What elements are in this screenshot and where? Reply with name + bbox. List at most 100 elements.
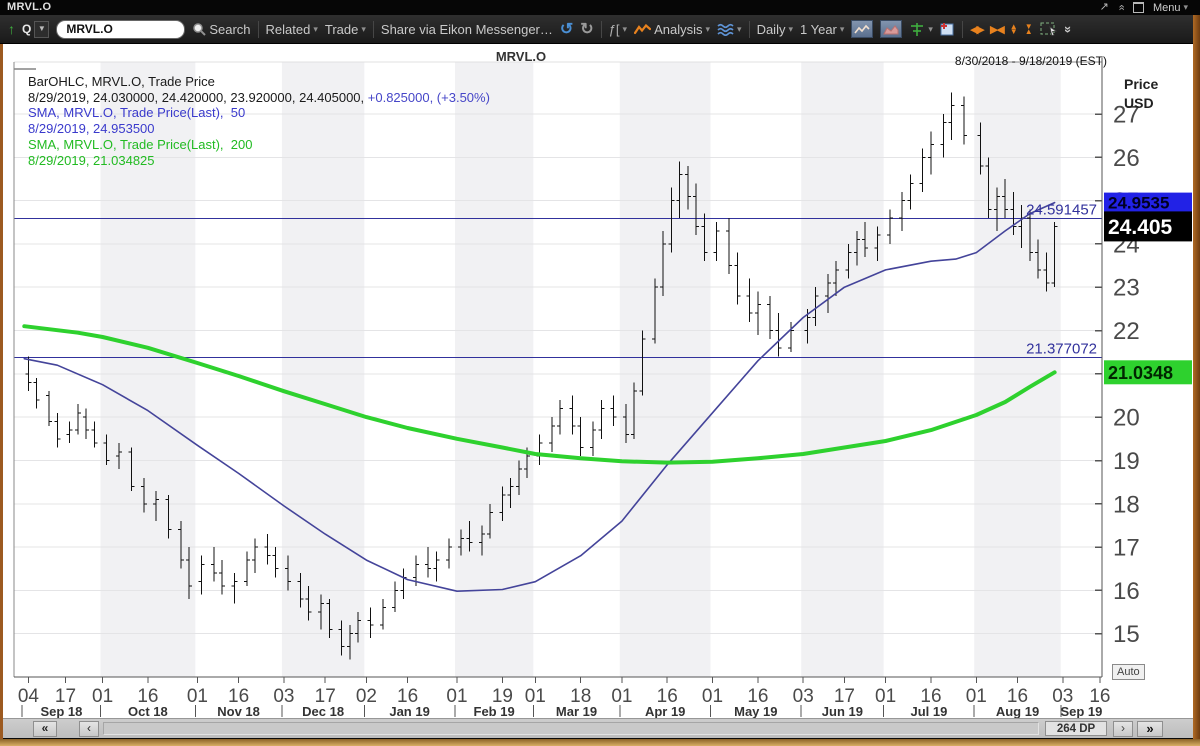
price-badge bbox=[1104, 360, 1192, 385]
chevron-down-icon: ▾ bbox=[361, 23, 366, 34]
day-tick-label: 16 bbox=[397, 686, 418, 707]
expand-vertical-button[interactable]: ▲ ▼ bbox=[1009, 21, 1018, 36]
day-tick-label: 03 bbox=[1052, 686, 1073, 707]
chart-style-button[interactable] bbox=[851, 20, 874, 38]
redo-icon[interactable]: ↻ bbox=[580, 21, 594, 38]
line-chart-icon bbox=[854, 24, 870, 33]
collapse-up-icon[interactable]: « bbox=[1115, 4, 1128, 11]
month-label: Dec 18 bbox=[302, 704, 344, 719]
chevron-down-icon: ▾ bbox=[788, 23, 793, 34]
scrollbar-track[interactable] bbox=[103, 722, 1039, 735]
month-band bbox=[455, 62, 534, 677]
price-chart[interactable]: 1516171819202122232425262704170116011603… bbox=[3, 44, 1193, 738]
day-tick-label: 01 bbox=[187, 686, 208, 707]
month-label: Jul 19 bbox=[910, 704, 947, 719]
ohlc-bars bbox=[25, 92, 1058, 660]
day-tick-label: 17 bbox=[55, 686, 76, 707]
datapoints-count: 264 DP bbox=[1045, 721, 1107, 736]
trade-dropdown[interactable]: Trade ▾ bbox=[324, 21, 366, 37]
function-icon: ƒ[ bbox=[608, 21, 620, 37]
month-label: Apr 19 bbox=[645, 704, 685, 719]
expand-horizontal-button[interactable]: ◀▶ bbox=[969, 23, 985, 36]
scroll-prev-button[interactable]: ‹ bbox=[79, 721, 99, 737]
price-tick-label: 27 bbox=[1113, 102, 1140, 129]
price-tick-label: 16 bbox=[1113, 578, 1140, 605]
chart-style-alt-button[interactable] bbox=[880, 20, 903, 38]
chevron-down-icon: ▾ bbox=[737, 23, 742, 34]
month-label: Jun 19 bbox=[822, 704, 863, 719]
price-tick-label: 23 bbox=[1113, 275, 1140, 302]
chevron-down-icon: ▾ bbox=[313, 23, 318, 34]
toolbar: ↑ Q ▼ Search Related▾ Trade▾ Share via E… bbox=[0, 15, 1193, 44]
quote-type-dropdown[interactable]: Q ▼ bbox=[22, 20, 50, 38]
price-badge-label: 24.405 bbox=[1108, 216, 1173, 239]
interval-dropdown[interactable]: Daily ▾ bbox=[756, 21, 793, 37]
axis-scale-icon bbox=[911, 22, 924, 36]
auto-scale-button[interactable]: Auto bbox=[1112, 664, 1145, 680]
insert-function-dropdown[interactable]: ƒ[▾ bbox=[609, 22, 627, 37]
price-badge-label: 24.9535 bbox=[1108, 194, 1169, 213]
window-border-right bbox=[1193, 15, 1200, 746]
analysis-wave-icon bbox=[634, 23, 652, 34]
menu-label: Menu bbox=[1152, 1, 1181, 14]
price-axis-title: Price USD bbox=[1124, 76, 1159, 111]
divider bbox=[748, 20, 750, 38]
day-tick-label: 01 bbox=[875, 686, 896, 707]
symbol-input[interactable] bbox=[56, 19, 186, 39]
chart-panel: 1516171819202122232425262704170116011603… bbox=[3, 44, 1193, 738]
up-arrow-icon[interactable]: ↑ bbox=[8, 21, 15, 37]
price-tick-label: 20 bbox=[1113, 405, 1140, 432]
chevron-down-icon: ▾ bbox=[622, 23, 628, 34]
range-dropdown[interactable]: 1 Year ▾ bbox=[800, 21, 845, 37]
add-window-button[interactable] bbox=[940, 22, 955, 36]
compress-horizontal-button[interactable]: ▶◀ bbox=[989, 23, 1005, 36]
day-tick-label: 03 bbox=[273, 686, 294, 707]
chart-date-range: 8/30/2018 - 9/18/2019 (EST) bbox=[954, 54, 1107, 68]
open-external-icon[interactable]: ↗ bbox=[1099, 1, 1109, 13]
day-tick-label: 02 bbox=[356, 686, 377, 707]
legend-line-sma50-value: 8/29/2019, 24.953500 bbox=[28, 121, 155, 137]
share-messenger-button[interactable]: Share via Eikon Messenger… bbox=[380, 21, 553, 37]
day-tick-label: 01 bbox=[525, 686, 546, 707]
window-border-bottom bbox=[0, 739, 1200, 746]
select-region-icon bbox=[1040, 22, 1057, 36]
month-band bbox=[281, 62, 365, 677]
level-line-label: 21.377072 bbox=[1026, 341, 1097, 358]
month-band bbox=[100, 62, 196, 677]
day-tick-label: 04 bbox=[18, 686, 40, 707]
month-label: Sep 19 bbox=[1060, 704, 1102, 719]
undo-icon[interactable]: ↺ bbox=[559, 21, 574, 38]
window-border-left bbox=[0, 44, 3, 739]
price-tick-label: 22 bbox=[1113, 318, 1140, 345]
scroll-last-button[interactable]: » bbox=[1137, 721, 1163, 737]
search-label: Search bbox=[209, 21, 251, 37]
search-icon bbox=[193, 23, 207, 36]
legend-line-sma50: SMA, MRVL.O, Trade Price(Last), 50 bbox=[28, 105, 246, 121]
compress-vertical-button[interactable]: ▼ ▲ bbox=[1024, 21, 1033, 36]
sma200-line bbox=[22, 324, 1057, 465]
month-band bbox=[619, 62, 711, 677]
chart-scrollbar: « ‹ 264 DP › » bbox=[3, 718, 1193, 738]
related-dropdown[interactable]: Related ▾ bbox=[265, 21, 318, 37]
divider bbox=[372, 20, 374, 38]
window-box-icon[interactable] bbox=[1132, 2, 1144, 13]
scroll-next-button[interactable]: › bbox=[1113, 721, 1133, 737]
title-bar: MRVL.O ↗ « Menu ▾ bbox=[0, 0, 1200, 15]
day-tick-label: 17 bbox=[834, 686, 855, 707]
month-band bbox=[974, 62, 1061, 677]
chevron-down-icon: ▾ bbox=[928, 23, 933, 34]
menu-button[interactable]: Menu ▾ bbox=[1153, 2, 1188, 14]
price-tick-label: 17 bbox=[1113, 535, 1140, 562]
search-button[interactable]: Search bbox=[192, 21, 251, 37]
axis-scale-dropdown[interactable]: ▾ bbox=[909, 22, 933, 37]
legend-line-sma200-value: 8/29/2019, 21.034825 bbox=[28, 152, 155, 168]
chevron-down-icon: ▾ bbox=[839, 23, 845, 34]
more-tools-chevron[interactable]: » bbox=[1060, 25, 1076, 33]
analysis-dropdown[interactable]: Analysis ▾ bbox=[634, 22, 710, 37]
waves-overlay-dropdown[interactable]: ▾ bbox=[717, 23, 742, 36]
select-region-button[interactable] bbox=[1040, 22, 1058, 36]
day-tick-label: 16 bbox=[1089, 686, 1110, 707]
month-label: Aug 19 bbox=[996, 704, 1039, 719]
scroll-first-button[interactable]: « bbox=[33, 721, 57, 737]
